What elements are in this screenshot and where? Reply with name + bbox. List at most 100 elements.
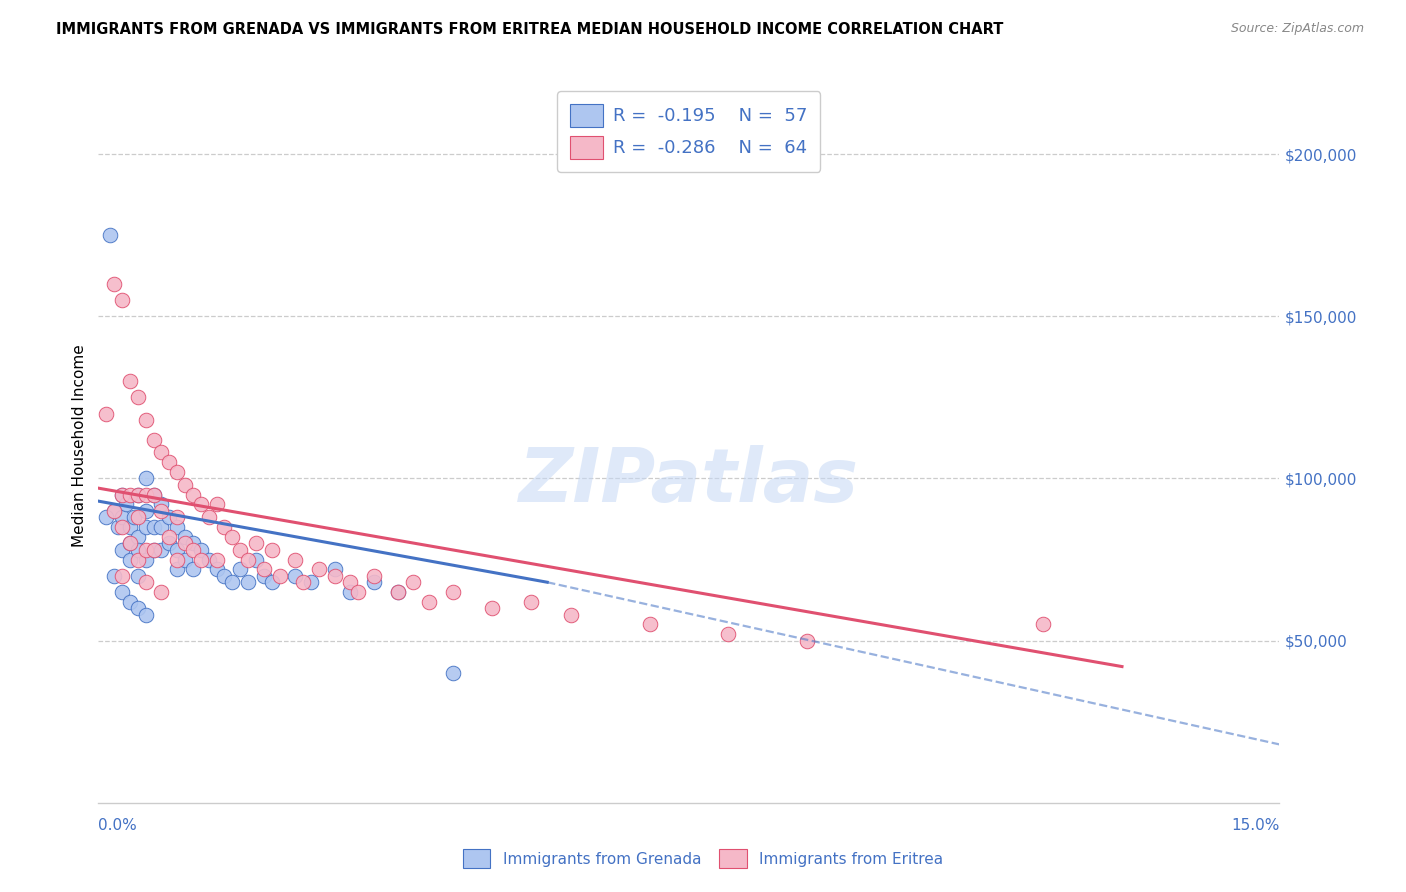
Point bbox=[339, 575, 361, 590]
Point bbox=[299, 575, 322, 590]
Point bbox=[135, 575, 157, 590]
Point bbox=[142, 542, 165, 557]
Point bbox=[292, 575, 315, 590]
Point bbox=[166, 510, 188, 524]
Point bbox=[269, 568, 291, 582]
Point bbox=[157, 530, 180, 544]
Point bbox=[441, 666, 464, 681]
Point bbox=[111, 488, 134, 502]
Point bbox=[221, 575, 243, 590]
Point bbox=[190, 497, 212, 511]
Point bbox=[96, 510, 118, 524]
Point bbox=[150, 585, 173, 599]
Point bbox=[118, 536, 141, 550]
Point bbox=[111, 520, 134, 534]
Point bbox=[284, 568, 307, 582]
Point bbox=[323, 562, 346, 576]
Point bbox=[127, 568, 149, 582]
Point bbox=[127, 552, 149, 566]
Point bbox=[157, 455, 180, 469]
Point bbox=[150, 497, 173, 511]
Point bbox=[142, 433, 165, 447]
Point bbox=[214, 568, 236, 582]
Point bbox=[174, 552, 197, 566]
Point bbox=[205, 497, 228, 511]
Point bbox=[127, 390, 149, 404]
Point bbox=[174, 536, 197, 550]
Point bbox=[96, 407, 118, 421]
Point bbox=[127, 510, 149, 524]
Point bbox=[181, 488, 204, 502]
Point bbox=[118, 520, 141, 534]
Point bbox=[221, 530, 243, 544]
Point bbox=[197, 552, 219, 566]
Point bbox=[402, 575, 425, 590]
Text: 0.0%: 0.0% bbox=[98, 818, 138, 832]
Text: ZIPatlas: ZIPatlas bbox=[519, 445, 859, 518]
Point bbox=[111, 293, 134, 307]
Point bbox=[205, 562, 228, 576]
Point bbox=[98, 228, 121, 243]
Point bbox=[142, 520, 165, 534]
Point bbox=[166, 542, 188, 557]
Point bbox=[118, 536, 141, 550]
Point bbox=[441, 585, 464, 599]
Point bbox=[253, 562, 276, 576]
Point bbox=[229, 562, 252, 576]
Point bbox=[181, 562, 204, 576]
Point bbox=[253, 568, 276, 582]
Point bbox=[118, 552, 141, 566]
Point bbox=[197, 510, 219, 524]
Point bbox=[150, 520, 173, 534]
Point bbox=[363, 568, 385, 582]
Point bbox=[135, 413, 157, 427]
Point bbox=[135, 520, 157, 534]
Point bbox=[347, 585, 370, 599]
Point bbox=[127, 488, 149, 502]
Point bbox=[118, 595, 141, 609]
Point bbox=[111, 568, 134, 582]
Point bbox=[150, 504, 173, 518]
Point bbox=[157, 536, 180, 550]
Point bbox=[245, 536, 267, 550]
Point bbox=[418, 595, 440, 609]
Point bbox=[118, 374, 141, 388]
Point bbox=[107, 520, 129, 534]
Point bbox=[135, 471, 157, 485]
Point bbox=[481, 601, 503, 615]
Point bbox=[127, 542, 149, 557]
Point bbox=[115, 497, 138, 511]
Point bbox=[122, 510, 145, 524]
Point bbox=[127, 530, 149, 544]
Point bbox=[174, 478, 197, 492]
Point bbox=[245, 552, 267, 566]
Point bbox=[284, 552, 307, 566]
Point bbox=[560, 607, 582, 622]
Point bbox=[111, 510, 134, 524]
Point bbox=[135, 488, 157, 502]
Point bbox=[118, 488, 141, 502]
Point bbox=[387, 585, 409, 599]
Point bbox=[181, 542, 204, 557]
Point bbox=[142, 488, 165, 502]
Point bbox=[717, 627, 740, 641]
Point bbox=[260, 575, 283, 590]
Text: IMMIGRANTS FROM GRENADA VS IMMIGRANTS FROM ERITREA MEDIAN HOUSEHOLD INCOME CORRE: IMMIGRANTS FROM GRENADA VS IMMIGRANTS FR… bbox=[56, 22, 1004, 37]
Point bbox=[111, 585, 134, 599]
Point bbox=[135, 542, 157, 557]
Point bbox=[103, 504, 125, 518]
Point bbox=[103, 504, 125, 518]
Point bbox=[387, 585, 409, 599]
Point bbox=[363, 575, 385, 590]
Point bbox=[323, 568, 346, 582]
Point bbox=[214, 520, 236, 534]
Point bbox=[520, 595, 543, 609]
Point bbox=[150, 445, 173, 459]
Point bbox=[135, 552, 157, 566]
Point bbox=[638, 617, 661, 632]
Point bbox=[1032, 617, 1054, 632]
Point bbox=[236, 575, 259, 590]
Point bbox=[339, 585, 361, 599]
Point bbox=[796, 633, 818, 648]
Point bbox=[135, 607, 157, 622]
